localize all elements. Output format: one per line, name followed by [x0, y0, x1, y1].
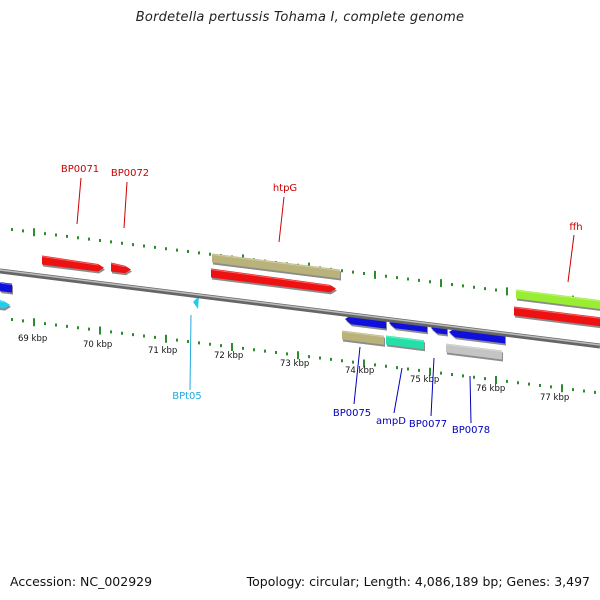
tick-label: 75 kbp [410, 375, 439, 385]
gene-label-bp0072[interactable]: BP0072 [111, 168, 149, 179]
tick-label: 70 kbp [83, 340, 112, 350]
gene-label-bpt05[interactable]: BPt05 [172, 391, 202, 402]
outer-tick-ring [11, 228, 596, 304]
genome-summary-text: Topology: circular; Length: 4,086,189 bp… [246, 574, 590, 589]
tick-label-layer: 69 kbp 70 kbp 71 kbp 72 kbp 73 kbp 74 kbp 75 k… [18, 334, 569, 403]
leader-line [189, 314, 192, 391]
genome-backbone [0, 268, 600, 349]
inner-tick-ring [11, 318, 596, 394]
feature-bp0075[interactable] [341, 330, 385, 347]
gene-label-htpg[interactable]: htpG [273, 183, 297, 194]
tick-label: 76 kbp [476, 384, 505, 394]
feature-bp0072[interactable] [110, 262, 132, 276]
gene-label-bp0077[interactable]: BP0077 [409, 419, 447, 430]
feature-left-blue[interactable] [0, 282, 13, 295]
accession-text: Accession: NC_002929 [10, 574, 153, 589]
feature-ffh[interactable] [513, 306, 600, 329]
gene-label-layer: BP0071 BP0072 htpG ffh BPt05 BP0075 ampD BP0077… [61, 164, 583, 436]
leader-line [353, 346, 361, 405]
map-title: Bordetella pertussis Tohama I, complete … [135, 10, 465, 25]
feature-ampd[interactable] [385, 335, 425, 352]
leader-line [278, 196, 285, 243]
leader-line [567, 234, 575, 283]
gene-label-bp0078[interactable]: BP0078 [452, 425, 490, 436]
feature-ffh-lime[interactable] [515, 289, 600, 312]
feature-bp0078[interactable] [445, 343, 503, 362]
feature-htpg-khaki[interactable] [211, 253, 341, 281]
feature-left-cyan[interactable] [0, 299, 11, 311]
backbone-highlight [0, 269, 600, 346]
tick-label: 71 kbp [148, 346, 177, 356]
leader-line [123, 181, 128, 229]
gene-label-ampd[interactable]: ampD [376, 416, 406, 427]
gene-label-bp0071[interactable]: BP0071 [61, 164, 99, 175]
feature-htpg[interactable] [210, 268, 337, 295]
tick-label: 73 kbp [280, 359, 309, 369]
tick-label: 69 kbp [18, 334, 47, 344]
feature-bp0071[interactable] [41, 255, 105, 274]
gene-label-ffh[interactable]: ffh [569, 222, 582, 233]
tick-label: 77 kbp [540, 393, 569, 403]
leader-line [430, 357, 435, 417]
leader-line [393, 367, 403, 414]
leader-line [469, 375, 472, 424]
tick-label: 74 kbp [345, 366, 374, 376]
feature-bpt05[interactable] [193, 296, 199, 309]
backbone-line [0, 268, 600, 349]
leader-line [76, 177, 82, 225]
gene-label-bp0075[interactable]: BP0075 [333, 408, 371, 419]
tick-label: 72 kbp [214, 351, 243, 361]
